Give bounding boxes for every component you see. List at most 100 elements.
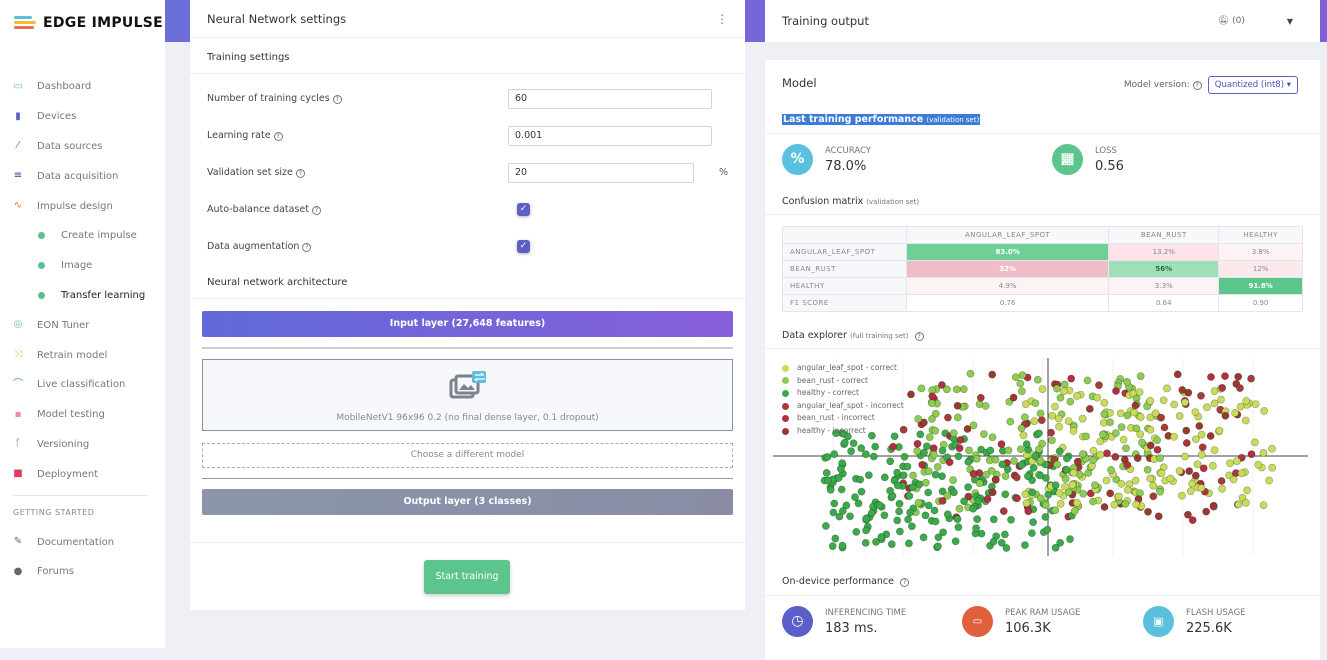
scatter-point[interactable] — [955, 504, 964, 513]
scatter-point[interactable] — [880, 473, 889, 482]
scatter-point[interactable] — [1067, 374, 1076, 383]
scatter-point[interactable] — [920, 448, 928, 457]
scatter-point[interactable] — [953, 515, 962, 524]
scatter-point[interactable] — [1062, 465, 1071, 474]
scatter-point[interactable] — [975, 479, 984, 488]
scatter-point[interactable] — [862, 526, 870, 535]
scatter-point[interactable] — [1051, 402, 1059, 411]
scatter-point[interactable] — [1061, 475, 1070, 483]
scatter-point[interactable] — [1243, 486, 1251, 495]
scatter-point[interactable] — [949, 429, 958, 437]
scatter-point[interactable] — [1016, 445, 1025, 454]
scatter-point[interactable] — [1060, 380, 1069, 389]
sidebar-item-versioning[interactable]: ᚴ Versioning — [0, 430, 165, 460]
sidebar-item-documentation[interactable]: ✎ Documentation — [0, 527, 165, 557]
scatter-point[interactable] — [1197, 430, 1206, 439]
scatter-point[interactable] — [1070, 507, 1079, 515]
scatter-point[interactable] — [1247, 374, 1255, 383]
scatter-point[interactable] — [1210, 399, 1219, 408]
scatter-point[interactable] — [1004, 446, 1013, 455]
scatter-point[interactable] — [1146, 397, 1155, 405]
scatter-point[interactable] — [931, 409, 940, 418]
scatter-point[interactable] — [1260, 407, 1269, 415]
scatter-point[interactable] — [862, 514, 870, 523]
scatter-point[interactable] — [1175, 467, 1184, 475]
scatter-point[interactable] — [933, 463, 942, 471]
augmentation-checkbox[interactable]: ✓ — [517, 240, 530, 253]
scatter-point[interactable] — [1112, 475, 1121, 484]
scatter-point[interactable] — [1078, 414, 1087, 423]
scatter-point[interactable] — [1181, 452, 1189, 461]
scatter-point[interactable] — [899, 425, 908, 434]
scatter-point[interactable] — [972, 455, 981, 463]
scatter-point[interactable] — [1022, 499, 1031, 508]
scatter-point[interactable] — [933, 542, 942, 551]
scatter-point[interactable] — [1064, 417, 1073, 425]
scatter-point[interactable] — [943, 491, 952, 500]
scatter-point[interactable] — [1095, 381, 1103, 390]
scatter-point[interactable] — [934, 533, 943, 542]
scatter-point[interactable] — [1265, 476, 1273, 485]
scatter-point[interactable] — [1017, 387, 1026, 396]
scatter-point[interactable] — [1136, 430, 1145, 439]
scatter-point[interactable] — [887, 540, 896, 549]
scatter-point[interactable] — [1107, 466, 1115, 474]
scatter-point[interactable] — [919, 418, 928, 427]
scatter-point[interactable] — [1098, 430, 1107, 439]
scatter-point[interactable] — [1089, 456, 1098, 464]
scatter-point[interactable] — [1003, 465, 1012, 474]
data-explorer-scatter[interactable] — [773, 358, 1308, 558]
scatter-point[interactable] — [1012, 473, 1021, 482]
scatter-point[interactable] — [1106, 489, 1115, 498]
scatter-point[interactable] — [847, 447, 855, 456]
scatter-point[interactable] — [986, 446, 995, 455]
scatter-point[interactable] — [997, 538, 1006, 547]
scatter-point[interactable] — [1122, 444, 1130, 453]
scatter-point[interactable] — [1054, 414, 1063, 423]
model-block[interactable]: MobileNetV1 96x96 0.2 (no final dense la… — [202, 359, 733, 431]
scatter-point[interactable] — [1154, 512, 1163, 521]
scatter-point[interactable] — [928, 415, 936, 423]
scatter-point[interactable] — [1051, 506, 1060, 515]
scatter-point[interactable] — [838, 541, 847, 550]
scatter-point[interactable] — [1207, 373, 1215, 381]
scatter-point[interactable] — [1056, 538, 1065, 547]
scatter-point[interactable] — [886, 486, 894, 495]
scatter-point[interactable] — [1259, 449, 1268, 457]
scatter-point[interactable] — [1009, 393, 1018, 402]
scatter-point[interactable] — [1018, 371, 1027, 379]
scatter-point[interactable] — [1151, 409, 1160, 418]
scatter-point[interactable] — [1035, 445, 1043, 453]
scatter-point[interactable] — [907, 390, 915, 399]
sidebar-item-model-testing[interactable]: ▪ Model testing — [0, 400, 165, 430]
scatter-point[interactable] — [921, 511, 930, 520]
scatter-point[interactable] — [922, 442, 931, 451]
help-icon[interactable]: ? — [1192, 80, 1202, 90]
scatter-point[interactable] — [928, 392, 937, 401]
scatter-point[interactable] — [1073, 457, 1082, 466]
scatter-point[interactable] — [1136, 372, 1145, 381]
scatter-point[interactable] — [953, 401, 962, 410]
scatter-point[interactable] — [1217, 395, 1225, 404]
scatter-point[interactable] — [832, 429, 840, 438]
scatter-point[interactable] — [1079, 489, 1088, 498]
scatter-point[interactable] — [983, 495, 992, 503]
scatter-point[interactable] — [919, 533, 928, 542]
scatter-point[interactable] — [1198, 443, 1207, 452]
scatter-point[interactable] — [1132, 424, 1141, 433]
scatter-point[interactable] — [924, 501, 933, 510]
scatter-point[interactable] — [937, 381, 946, 389]
scatter-point[interactable] — [893, 516, 902, 525]
scatter-point[interactable] — [906, 508, 914, 517]
caret-down-icon[interactable]: ▼ — [1286, 16, 1293, 26]
scatter-point[interactable] — [875, 501, 884, 510]
sidebar-item-eon-tuner[interactable]: ◎ EON Tuner — [0, 310, 165, 340]
scatter-point[interactable] — [909, 471, 917, 480]
scatter-point[interactable] — [952, 385, 961, 394]
scatter-point[interactable] — [1135, 388, 1144, 396]
scatter-point[interactable] — [1036, 494, 1045, 503]
scatter-point[interactable] — [1048, 436, 1056, 445]
scatter-point[interactable] — [868, 431, 876, 440]
scatter-point[interactable] — [1064, 488, 1073, 496]
more-menu-icon[interactable]: ⋮ — [716, 11, 729, 26]
